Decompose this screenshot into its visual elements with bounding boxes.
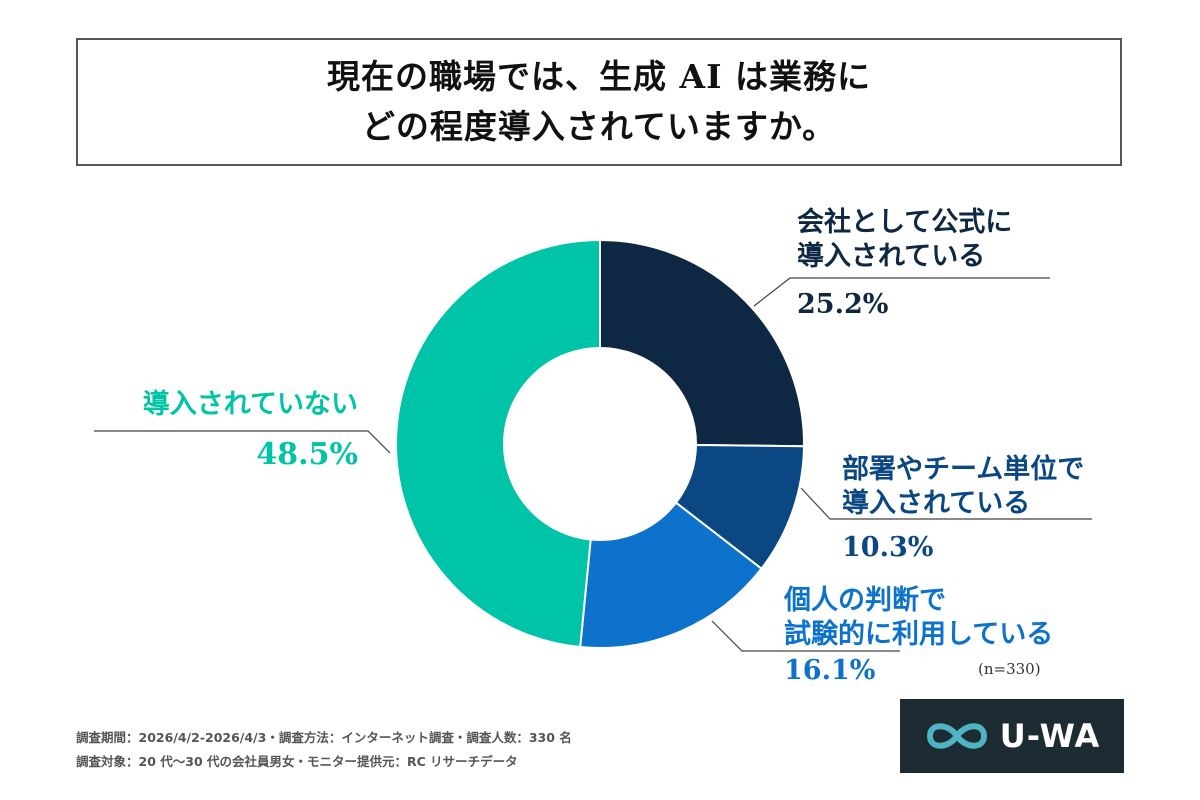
label-individual-value: 16.1% <box>784 655 876 686</box>
infinity-icon <box>926 723 987 749</box>
slice-not-introduced <box>395 238 601 649</box>
label-not-introduced: 導入されていない 48.5% <box>96 388 358 472</box>
label-department-name-1: 部署やチーム単位で <box>842 454 1085 485</box>
leader-individual <box>711 620 900 652</box>
footnote-period: 調査期間：2026/4/2-2026/4/3・調査方法：インターネット調査・調査… <box>76 730 572 745</box>
leader-department <box>800 487 1092 520</box>
label-official: 会社として公式に 導入されている 25.2% <box>797 206 1012 322</box>
leader-not-introduced <box>94 430 391 454</box>
leader-official <box>753 277 1050 307</box>
title-line-1: 現在の職場では、生成 AI は業務に <box>326 57 872 96</box>
label-department-name-2: 導入されている <box>842 488 1031 519</box>
label-official-name-1: 会社として公式に <box>797 207 1013 238</box>
label-department-value: 10.3% <box>842 532 934 563</box>
label-official-value: 25.2% <box>797 289 889 320</box>
title-box: 現在の職場では、生成 AI は業務に どの程度導入されていますか。 <box>76 38 1122 166</box>
label-not-introduced-value: 48.5% <box>256 437 358 472</box>
title-line-2: どの程度導入されていますか。 <box>361 107 837 146</box>
label-individual-name-2: 試験的に利用している <box>784 619 1054 650</box>
slice-individual <box>579 501 763 649</box>
label-department: 部署やチーム単位で 導入されている 10.3% <box>842 453 1084 565</box>
sample-size: (n=330) <box>978 660 1041 678</box>
label-individual: 個人の判断で 試験的に利用している 16.1% <box>784 584 1053 688</box>
slice-official <box>599 238 805 448</box>
label-not-introduced-name: 導入されていない <box>142 389 358 420</box>
logo-text: U-WA <box>999 717 1101 755</box>
brand-logo: U-WA <box>900 699 1124 773</box>
footnote-target: 調査対象：20 代〜30 代の会社員男女・モニター提供元：RC リサーチデータ <box>76 754 518 769</box>
label-official-name-2: 導入されている <box>797 241 986 272</box>
label-individual-name-1: 個人の判断で <box>784 585 946 616</box>
